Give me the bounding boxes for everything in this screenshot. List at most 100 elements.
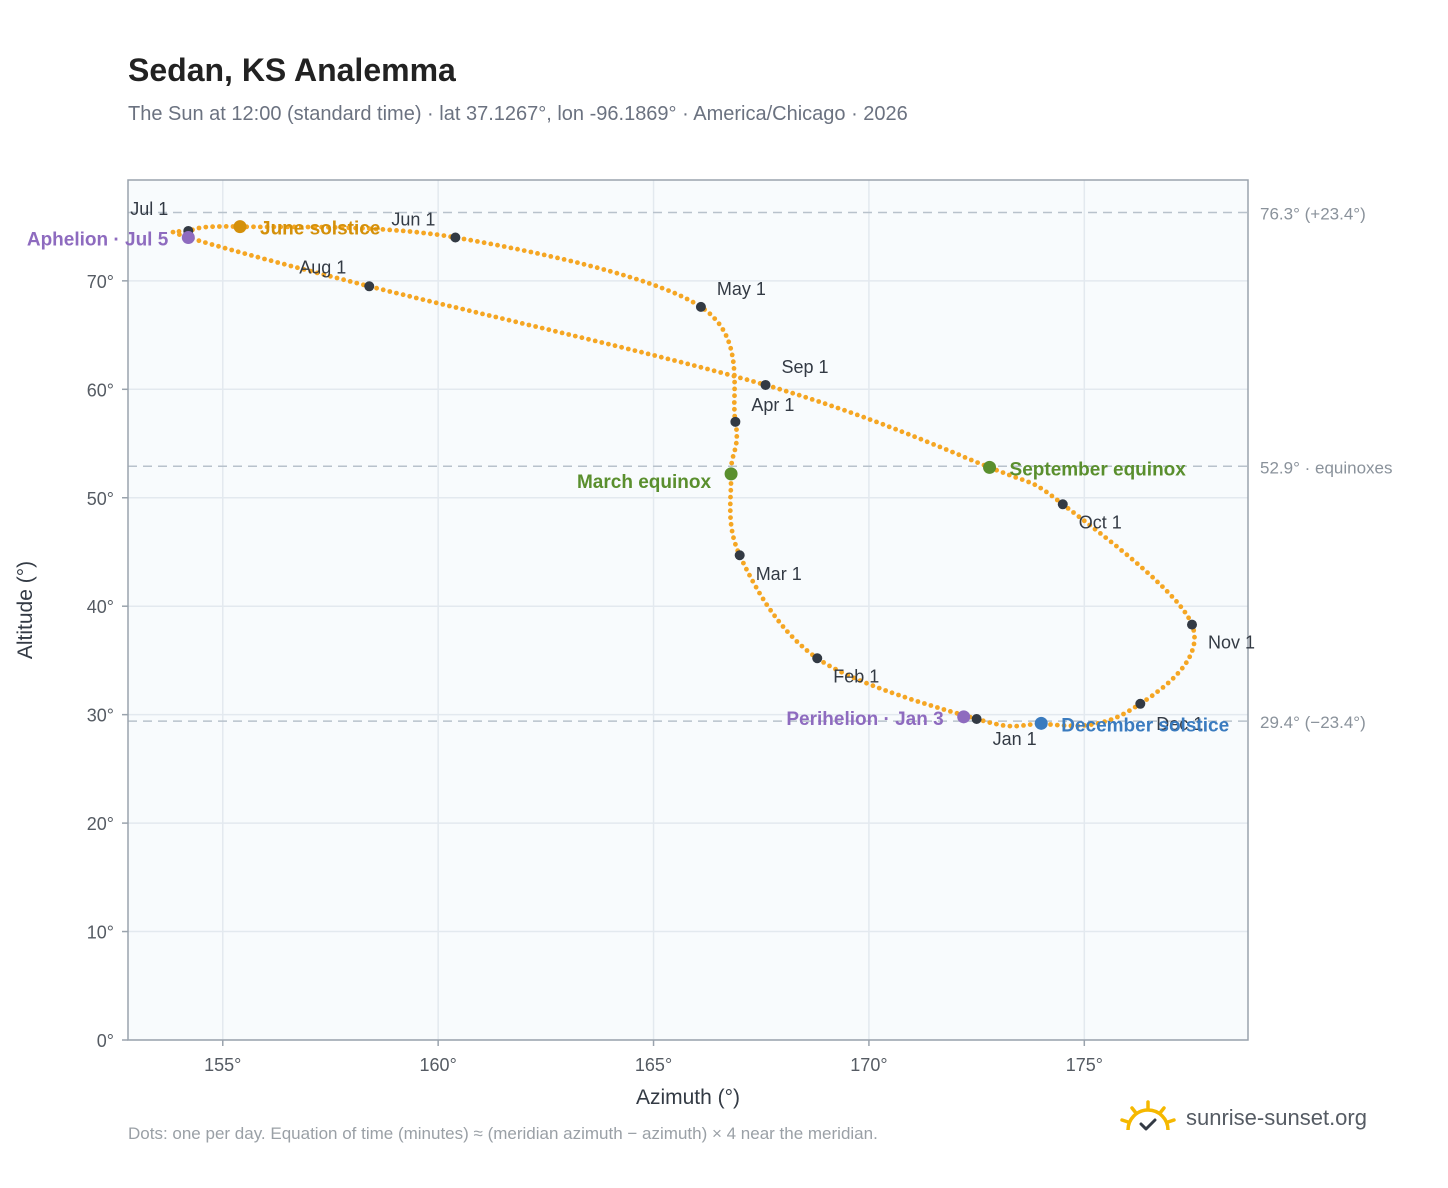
- month-markers: Jan 1 Feb 1 Mar 1 Apr 1 May 1 Jun 1 Jul 1 Aug 1…: [130, 199, 1255, 749]
- day-dot: [251, 224, 256, 230]
- day-dot: [729, 528, 735, 534]
- day-dot: [1068, 723, 1074, 729]
- day-dot: [634, 276, 639, 282]
- month-marker-label: Mar 1: [756, 564, 802, 584]
- day-dot: [770, 384, 776, 390]
- day-dot: [658, 354, 664, 360]
- day-dot: [1088, 722, 1094, 727]
- y-axis-label: Altitude (°): [14, 561, 37, 659]
- day-dot: [962, 455, 968, 460]
- reference-line-label: 76.3° (+23.4°): [1260, 205, 1366, 224]
- day-dot: [387, 289, 393, 294]
- day-dot: [242, 251, 248, 256]
- day-dot: [1150, 574, 1155, 580]
- day-dot: [400, 228, 406, 234]
- month-marker-label: Apr 1: [751, 395, 794, 415]
- day-dot: [854, 412, 860, 418]
- day-dot: [732, 447, 738, 453]
- day-dot: [203, 224, 209, 230]
- day-dot: [728, 487, 734, 493]
- day-dot: [1155, 689, 1160, 694]
- day-dot: [905, 431, 911, 437]
- day-dot: [796, 392, 802, 398]
- day-dot: [809, 397, 815, 402]
- event-markers: June solstice December solstice March equi…: [27, 219, 1229, 737]
- month-marker: [734, 550, 745, 561]
- day-dot: [864, 680, 869, 686]
- day-dot: [434, 232, 440, 238]
- day-dot: [1087, 522, 1093, 528]
- reference-line-label: 29.4° (−23.4°): [1260, 713, 1366, 732]
- day-dot: [332, 225, 338, 230]
- day-dot: [606, 341, 611, 347]
- brand[interactable]: sunrise-sunset.org: [1120, 1100, 1367, 1136]
- month-marker-label: Nov 1: [1208, 633, 1255, 653]
- day-dot: [1021, 723, 1026, 728]
- day-dot: [672, 290, 678, 296]
- day-dot: [716, 321, 722, 327]
- day-dot: [1098, 531, 1103, 536]
- day-dot: [893, 426, 898, 432]
- day-dot: [851, 675, 857, 681]
- month-marker-label: May 1: [717, 279, 766, 299]
- day-dot: [726, 339, 732, 345]
- day-dot: [935, 705, 940, 710]
- day-dot: [581, 261, 587, 267]
- brand-name[interactable]: sunrise-sunset.org: [1186, 1105, 1367, 1130]
- day-dot: [346, 225, 352, 231]
- day-dot: [799, 643, 805, 649]
- day-dot: [1095, 721, 1101, 726]
- day-dot: [1145, 570, 1150, 575]
- day-dot: [751, 379, 756, 384]
- chart-subtitle: The Sun at 12:00 (standard time) · lat 3…: [128, 103, 908, 125]
- day-dot: [427, 298, 432, 304]
- day-dot: [883, 688, 888, 693]
- day-dot: [1191, 641, 1197, 647]
- day-dot: [586, 336, 591, 342]
- day-dot: [373, 226, 379, 232]
- day-dot: [794, 639, 800, 644]
- day-dot: [223, 224, 229, 229]
- day-dot: [734, 434, 740, 439]
- month-marker-label: Jun 1: [391, 209, 435, 229]
- day-dot: [209, 242, 215, 247]
- day-dot: [314, 270, 320, 276]
- x-tick-label: 170°: [850, 1055, 887, 1075]
- day-dot: [495, 242, 500, 248]
- day-dot: [216, 243, 221, 249]
- day-dot: [341, 277, 346, 283]
- day-dot: [312, 224, 318, 230]
- event-marker: [957, 710, 971, 724]
- day-dot: [804, 648, 810, 653]
- day-dot: [639, 349, 644, 355]
- day-dot: [196, 238, 202, 244]
- day-dot: [760, 596, 766, 602]
- day-dot: [421, 230, 426, 236]
- day-dot: [777, 386, 783, 392]
- day-dot: [339, 225, 345, 231]
- day-dot: [729, 460, 735, 466]
- day-dot: [1155, 579, 1160, 585]
- day-dot: [298, 224, 304, 230]
- day-dot: [833, 666, 838, 672]
- day-dot: [728, 521, 734, 527]
- day-dot: [1149, 693, 1155, 699]
- day-dot: [468, 237, 474, 243]
- day-dot: [533, 324, 538, 329]
- month-marker: [364, 281, 375, 292]
- day-dot: [727, 501, 733, 507]
- day-dot: [731, 400, 737, 405]
- day-dot: [744, 377, 750, 383]
- month-marker: [812, 653, 823, 664]
- month-marker: [450, 232, 461, 243]
- day-dot: [678, 359, 684, 365]
- day-dot: [1169, 594, 1175, 599]
- day-dot: [783, 388, 789, 394]
- day-dot: [278, 224, 284, 230]
- day-dot: [257, 224, 263, 230]
- day-dot: [217, 224, 222, 229]
- y-tick-label: 50°: [87, 489, 114, 509]
- day-dot: [285, 224, 290, 230]
